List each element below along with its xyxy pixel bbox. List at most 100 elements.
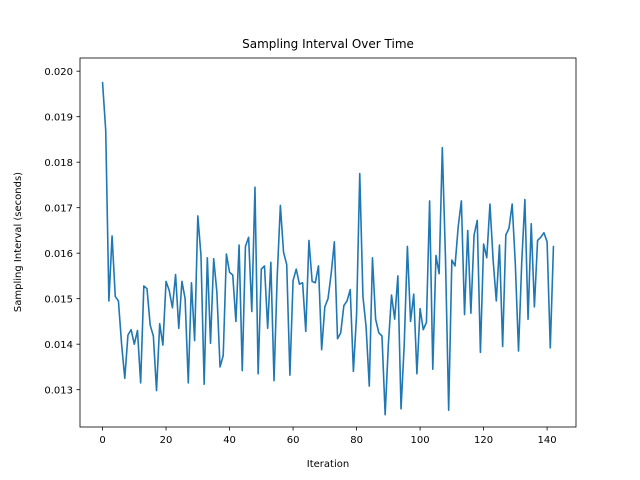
data-point (311, 280, 313, 282)
x-tick-label: 40 (223, 435, 236, 446)
data-point (549, 347, 551, 349)
data-point (165, 280, 167, 282)
data-point (425, 321, 427, 323)
data-point (552, 245, 554, 247)
data-point (251, 310, 253, 312)
y-axis: 0.013 0.014 0.015 0.016 0.017 0.018 0.019 0.020 (44, 67, 80, 396)
data-point (193, 339, 195, 341)
data-point (263, 265, 265, 267)
y-tick-label: 0.016 (44, 249, 73, 260)
data-point (416, 373, 418, 375)
data-point (422, 328, 424, 330)
data-point (473, 234, 475, 236)
x-axis-title: Iteration (307, 459, 349, 470)
data-point (419, 308, 421, 310)
x-tick-label: 80 (350, 435, 363, 446)
data-point (225, 253, 227, 255)
data-point (447, 409, 449, 411)
data-point (460, 200, 462, 202)
data-point (336, 338, 338, 340)
data-point (101, 81, 103, 83)
data-point (260, 268, 262, 270)
data-point (136, 329, 138, 331)
data-point (241, 369, 243, 371)
data-point (247, 236, 249, 238)
x-tick-label: 140 (538, 435, 557, 446)
data-point (155, 389, 157, 391)
data-point (171, 307, 173, 309)
data-point (314, 282, 316, 284)
data-point (451, 259, 453, 261)
data-point (476, 219, 478, 221)
data-point (114, 295, 116, 297)
data-point (127, 334, 129, 336)
data-point (184, 297, 186, 299)
data-point (324, 306, 326, 308)
data-point (152, 335, 154, 337)
data-point (159, 323, 161, 325)
data-point (533, 306, 535, 308)
y-tick-label: 0.017 (44, 203, 73, 214)
data-point (320, 348, 322, 350)
data-point (514, 263, 516, 265)
y-tick-label: 0.020 (44, 67, 73, 78)
data-point (352, 370, 354, 372)
data-point (235, 320, 237, 322)
x-axis: 0 20 40 60 80 100 120 140 (99, 427, 557, 446)
data-point (409, 320, 411, 322)
plot-area (101, 81, 555, 416)
data-point (397, 275, 399, 277)
data-point (162, 344, 164, 346)
data-point (270, 261, 272, 263)
data-point (365, 326, 367, 328)
data-point (501, 345, 503, 347)
data-point (212, 257, 214, 259)
data-point (374, 318, 376, 320)
data-point (340, 332, 342, 334)
data-point (489, 203, 491, 205)
data-point (546, 241, 548, 243)
data-point (444, 257, 446, 259)
axes-frame (79, 57, 577, 428)
data-point (254, 186, 256, 188)
data-point (206, 257, 208, 259)
data-point (346, 300, 348, 302)
data-point (505, 234, 507, 236)
data-point (362, 295, 364, 297)
series-line (101, 81, 555, 416)
chart-title: Sampling Interval Over Time (242, 37, 414, 51)
data-point (438, 272, 440, 274)
data-point (292, 279, 294, 281)
y-tick-label: 0.015 (44, 294, 73, 305)
data-point (343, 304, 345, 306)
data-point (413, 293, 415, 295)
data-point (381, 335, 383, 337)
data-point (435, 254, 437, 256)
data-point (149, 324, 151, 326)
data-point (289, 374, 291, 376)
data-point (540, 236, 542, 238)
data-point (355, 313, 357, 315)
data-point (470, 312, 472, 314)
data-point (403, 344, 405, 346)
data-point (124, 377, 126, 379)
data-point (508, 227, 510, 229)
data-point (428, 200, 430, 202)
y-tick-label: 0.014 (44, 340, 73, 351)
data-point (209, 342, 211, 344)
data-point (400, 408, 402, 410)
data-point (222, 354, 224, 356)
data-point (441, 146, 443, 148)
data-point (327, 297, 329, 299)
data-point (333, 241, 335, 243)
data-point (536, 239, 538, 241)
data-point (359, 172, 361, 174)
data-point (219, 366, 221, 368)
data-point (486, 257, 488, 259)
data-point (279, 204, 281, 206)
data-point (203, 383, 205, 385)
data-point (349, 288, 351, 290)
data-point (479, 351, 481, 353)
